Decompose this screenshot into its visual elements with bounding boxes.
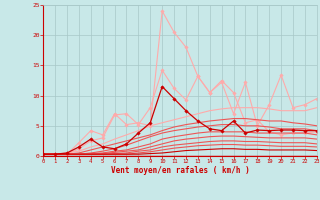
X-axis label: Vent moyen/en rafales ( km/h ): Vent moyen/en rafales ( km/h ) (111, 166, 249, 175)
